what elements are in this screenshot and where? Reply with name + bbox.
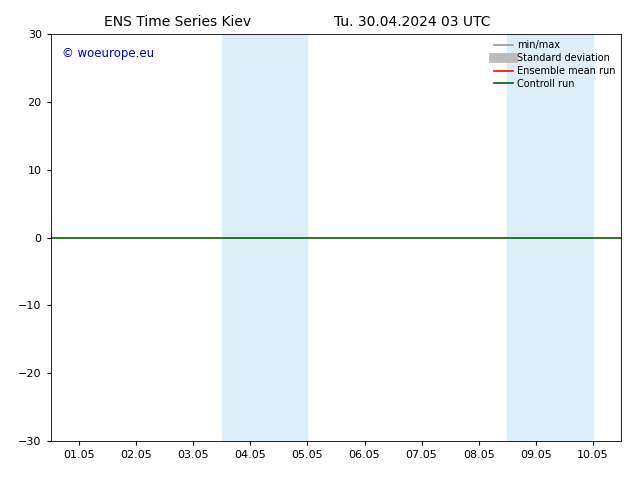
Legend: min/max, Standard deviation, Ensemble mean run, Controll run: min/max, Standard deviation, Ensemble me… [489,36,619,93]
Bar [250,34,307,441]
Bar [507,34,536,441]
Bar [536,34,593,441]
Text: Tu. 30.04.2024 03 UTC: Tu. 30.04.2024 03 UTC [334,15,490,29]
Bar [222,34,250,441]
Text: © woeurope.eu: © woeurope.eu [62,47,154,59]
Text: ENS Time Series Kiev: ENS Time Series Kiev [104,15,251,29]
